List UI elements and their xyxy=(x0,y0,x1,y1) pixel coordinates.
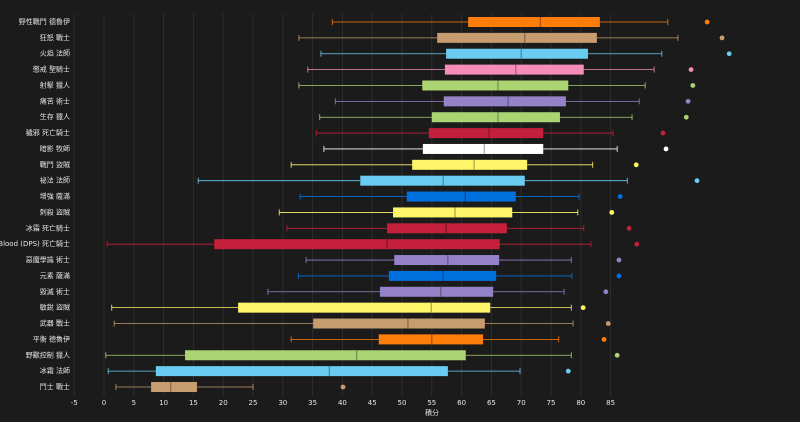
category-label: 冰霜 死亡騎士 xyxy=(26,223,70,232)
outlier xyxy=(609,210,615,215)
outlier xyxy=(616,273,622,279)
category-label: 刺殺 盜賊 xyxy=(40,207,70,216)
category-label: 穢邪 死亡騎士 xyxy=(26,128,70,137)
outlier xyxy=(626,225,632,231)
category-label: 戰鬥 盜賊 xyxy=(40,160,70,169)
outlier xyxy=(683,114,689,120)
x-tick-label: 30 xyxy=(278,399,287,407)
outlier xyxy=(605,321,611,326)
category-label: 毀滅 術士 xyxy=(40,287,70,296)
x-tick-label: 25 xyxy=(249,399,258,407)
outlier xyxy=(617,194,623,199)
box xyxy=(406,191,516,202)
x-tick-label: 15 xyxy=(189,399,198,407)
category-label: 敏銳 盜賊 xyxy=(40,303,70,312)
category-label: 火焰 法師 xyxy=(40,49,70,58)
outlier xyxy=(565,368,571,374)
category-label: 平衡 德魯伊 xyxy=(33,334,70,343)
category-label: 懲戒 聖騎士 xyxy=(33,65,70,74)
box xyxy=(393,207,513,218)
box xyxy=(422,80,569,91)
outlier xyxy=(603,289,609,295)
category-label: Blood (DPS) 死亡騎士 xyxy=(0,239,70,248)
outlier xyxy=(704,19,710,25)
box xyxy=(443,96,566,107)
x-tick-label: 65 xyxy=(487,399,496,407)
outlier xyxy=(694,178,700,184)
box xyxy=(379,286,494,297)
outlier xyxy=(719,35,725,41)
box xyxy=(313,318,485,329)
outlier xyxy=(634,241,640,247)
outlier xyxy=(580,305,586,311)
category-label: 武器 戰士 xyxy=(40,319,70,328)
outlier xyxy=(663,146,669,152)
category-label: 冰霜 法師 xyxy=(40,366,70,375)
box xyxy=(446,48,588,59)
box xyxy=(428,128,544,139)
x-tick-label: 60 xyxy=(457,399,466,407)
outlier xyxy=(616,257,622,263)
category-label: 增強 薩滿 xyxy=(40,192,70,201)
box xyxy=(388,270,497,281)
box xyxy=(214,239,500,250)
box xyxy=(394,255,500,266)
outlier xyxy=(633,162,639,168)
outlier xyxy=(660,130,666,136)
x-tick-label: 55 xyxy=(427,399,436,407)
category-label: 暗影 牧師 xyxy=(40,144,70,153)
x-tick-label: 40 xyxy=(338,399,347,407)
box xyxy=(387,223,507,234)
outlier xyxy=(340,384,346,390)
box xyxy=(468,17,600,27)
x-tick-label: 70 xyxy=(517,399,526,407)
category-label: 鬥士 戰士 xyxy=(40,382,70,391)
x-tick-label: 0 xyxy=(102,399,106,407)
category-label: 惡魔學識 術士 xyxy=(26,255,70,264)
box xyxy=(151,382,197,392)
x-tick-label: 35 xyxy=(308,399,317,407)
box xyxy=(238,302,491,313)
x-tick-label: 10 xyxy=(159,399,168,407)
x-tick-label: 75 xyxy=(547,399,556,407)
x-tick-label: 20 xyxy=(219,399,228,407)
category-label: 痛苦 術士 xyxy=(40,96,70,105)
x-axis-label: 積分 xyxy=(425,408,439,417)
category-label: 生存 獵人 xyxy=(40,112,70,121)
box xyxy=(444,64,584,75)
box xyxy=(431,112,560,123)
x-tick-label: 50 xyxy=(398,399,407,407)
box xyxy=(155,366,448,377)
x-tick-label: 80 xyxy=(576,399,585,407)
x-tick-label: 85 xyxy=(606,399,615,407)
x-tick-label: 45 xyxy=(368,399,377,407)
category-label: 野獸控制 獵人 xyxy=(26,350,70,359)
box xyxy=(412,159,528,170)
category-label: 野性戰鬥 德魯伊 xyxy=(19,17,70,26)
outlier xyxy=(690,83,696,88)
outlier xyxy=(726,51,732,57)
x-tick-label: 5 xyxy=(132,399,136,407)
x-tick-label: -5 xyxy=(71,399,78,407)
box xyxy=(437,32,597,43)
outlier xyxy=(614,352,620,358)
outlier xyxy=(688,67,694,73)
box xyxy=(185,350,466,361)
category-label: 祕法 法師 xyxy=(40,176,70,185)
outlier xyxy=(685,98,691,104)
category-label: 元素 薩滿 xyxy=(40,271,70,280)
box xyxy=(360,175,525,186)
category-label: 狂怒 戰士 xyxy=(40,33,70,42)
box xyxy=(378,334,484,345)
box xyxy=(422,143,544,154)
category-label: 射擊 獵人 xyxy=(40,80,70,89)
outlier xyxy=(601,336,607,342)
